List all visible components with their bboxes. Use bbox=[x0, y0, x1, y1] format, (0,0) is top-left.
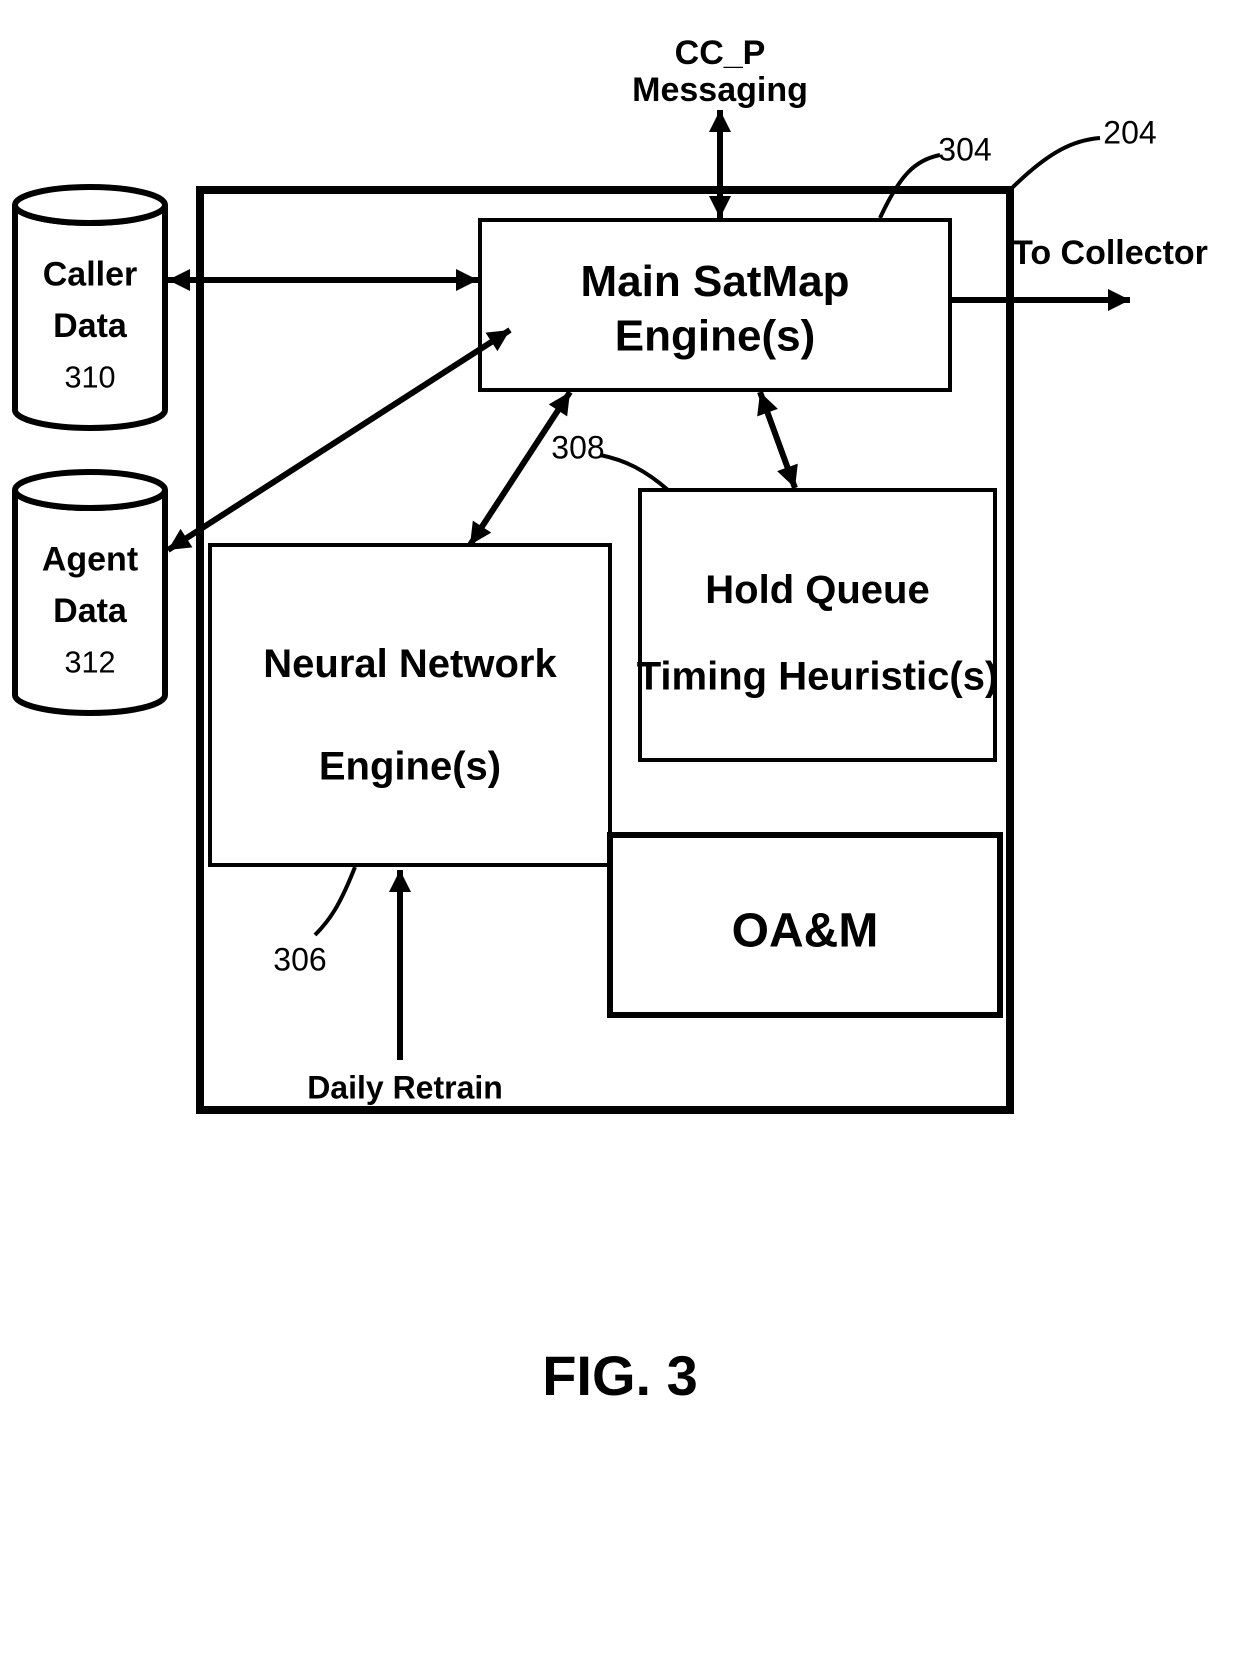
neural-to-satmap bbox=[470, 392, 570, 545]
main-satmap-engine-label1: Main SatMap bbox=[581, 257, 850, 306]
ref-204-text: 204 bbox=[1103, 114, 1156, 150]
figure-title: FIG. 3 bbox=[542, 1344, 698, 1407]
arrow-head bbox=[456, 269, 478, 291]
agent-data-db-ref: 312 bbox=[64, 645, 115, 679]
figure-canvas: Main SatMap Engine(s) Neural Network Engine… bbox=[0, 0, 1240, 1655]
agent-data-db-label1: Agent bbox=[42, 541, 138, 579]
ref-306-leader bbox=[315, 867, 355, 935]
oam-box-label1: OA&M bbox=[732, 905, 879, 958]
arrow-head bbox=[709, 110, 731, 132]
arrow-head bbox=[389, 870, 411, 892]
agent-data-db-label2: Data bbox=[53, 592, 128, 630]
main-satmap-engine-label2: Engine(s) bbox=[615, 312, 815, 361]
cc-p-label2: Messaging bbox=[632, 71, 808, 109]
ref-306-text: 306 bbox=[273, 941, 326, 977]
caller-data-db-label2: Data bbox=[53, 307, 128, 345]
arrow-head bbox=[709, 196, 731, 218]
caller-data-db-label1: Caller bbox=[43, 256, 138, 294]
caller-data-db-ref: 310 bbox=[64, 360, 115, 394]
hold-queue-heuristic-label2: Timing Heuristic(s) bbox=[637, 655, 999, 699]
daily-retrain-label: Daily Retrain bbox=[307, 1069, 503, 1105]
cc-p-label1: CC_P bbox=[675, 34, 766, 72]
to-collector-label: To Collector bbox=[1012, 234, 1208, 272]
ref-308-leader bbox=[600, 455, 668, 490]
arrow-head bbox=[1108, 289, 1130, 311]
neural-network-engine bbox=[210, 545, 610, 865]
ref-304-text: 304 bbox=[938, 131, 991, 167]
ref-308-text: 308 bbox=[551, 429, 604, 465]
hold-queue-heuristic-label1: Hold Queue bbox=[705, 568, 929, 612]
hold-queue-heuristic bbox=[640, 490, 995, 760]
arrow-head bbox=[168, 269, 190, 291]
neural-network-engine-label2: Engine(s) bbox=[319, 745, 501, 789]
ref-204-leader bbox=[1010, 138, 1100, 190]
agent-to-satmap bbox=[168, 330, 510, 550]
neural-network-engine-label1: Neural Network bbox=[263, 642, 557, 686]
